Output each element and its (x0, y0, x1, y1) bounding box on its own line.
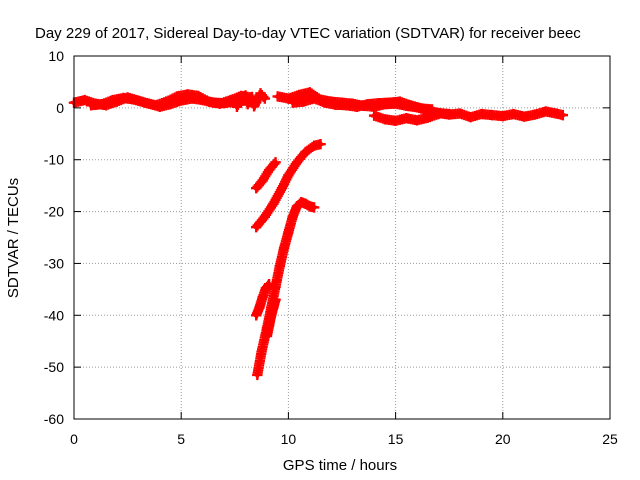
data-series-2 (231, 88, 271, 113)
x-tick-label: 25 (602, 431, 618, 447)
data-point (270, 294, 281, 305)
y-tick-label: 0 (56, 100, 64, 116)
data-series-4 (287, 93, 438, 115)
data-series-7 (251, 157, 281, 194)
x-axis-label: GPS time / hours (283, 457, 397, 474)
y-axis-label: SDTVAR / TECUs (5, 178, 22, 298)
data-point (315, 138, 326, 150)
data-point (270, 157, 281, 168)
data-point (557, 109, 569, 121)
y-tick-label: -30 (44, 255, 64, 271)
text-layer: Day 229 of 2017, Sidereal Day-to-day VTE… (5, 25, 581, 474)
x-tick-label: 20 (495, 431, 511, 447)
y-tick-label: -40 (44, 307, 64, 323)
data-series-10 (251, 278, 275, 321)
x-tick-label: 15 (388, 431, 404, 447)
data-point (308, 202, 320, 213)
data-series-6 (433, 106, 569, 123)
x-tick-label: 5 (177, 431, 185, 447)
y-tick-label: -60 (44, 411, 64, 427)
data-series-8 (251, 138, 326, 233)
data-layer (68, 87, 569, 381)
x-tick-label: 0 (70, 431, 78, 447)
data-series-5 (368, 108, 444, 127)
data-point (263, 278, 275, 290)
x-tick-label: 10 (281, 431, 297, 447)
axis-layer: 0 5 10 15 20 25 10 0 -10 -20 -30 -40 -50 -60 (44, 48, 618, 447)
chart-title: Day 229 of 2017, Sidereal Day-to-day VTE… (35, 25, 581, 42)
data-series-11 (261, 294, 281, 342)
y-tick-label: -20 (44, 204, 64, 220)
data-point (259, 93, 271, 104)
y-tick-label: 10 (48, 48, 64, 64)
plot-frame (73, 55, 611, 420)
y-tick-label: -50 (44, 359, 64, 375)
data-series-1 (85, 89, 258, 111)
y-tick-label: -10 (44, 152, 64, 168)
